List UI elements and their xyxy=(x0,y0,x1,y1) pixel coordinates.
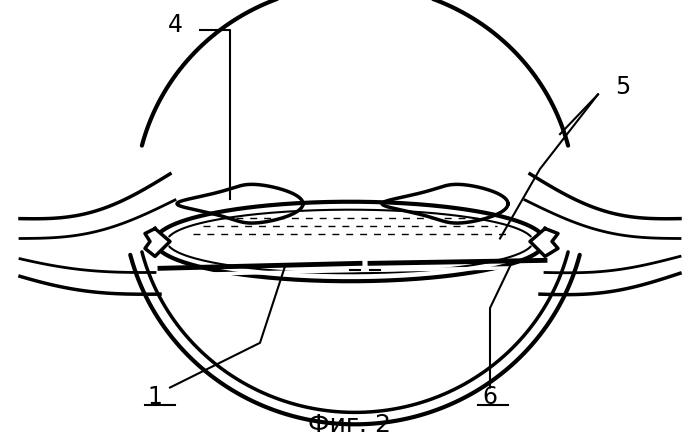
Polygon shape xyxy=(382,184,508,223)
Polygon shape xyxy=(530,228,558,257)
Polygon shape xyxy=(155,202,545,281)
Text: 1: 1 xyxy=(147,385,162,410)
Text: Фиг. 2: Фиг. 2 xyxy=(308,413,391,437)
Text: 5: 5 xyxy=(615,75,630,99)
Polygon shape xyxy=(145,228,170,257)
Polygon shape xyxy=(177,184,303,223)
Text: 4: 4 xyxy=(168,13,182,37)
Text: 6: 6 xyxy=(482,385,498,410)
